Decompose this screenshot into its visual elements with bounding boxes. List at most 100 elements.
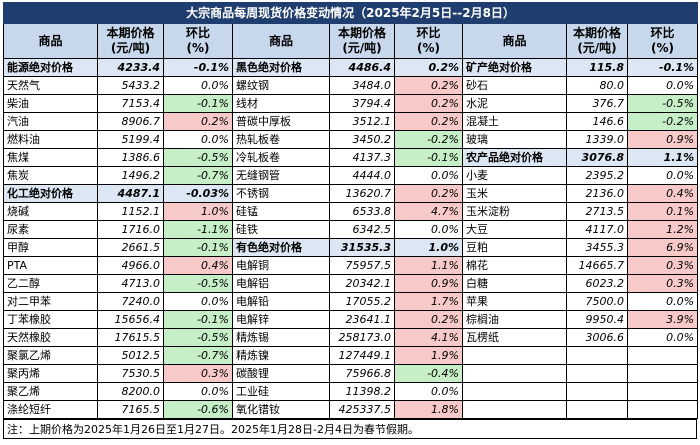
commodity-name: 天然气	[3, 76, 98, 95]
commodity-change: 0.0%	[394, 382, 463, 401]
commodity-name: 线材	[232, 94, 330, 113]
commodity-price: 17055.2	[329, 292, 395, 311]
table-row: 焦炭 1496.2 -0.7% 无缝钢管 4444.0 0.0% 小麦 2395.2 0.0%	[3, 166, 699, 185]
header-change-label: 环比 (%)	[650, 26, 675, 55]
commodity-change: 1.8%	[394, 400, 463, 419]
commodity-change: -0.7%	[163, 346, 233, 365]
commodity-change: -0.1%	[626, 58, 699, 77]
commodity-name: 化工绝对价格	[3, 184, 98, 203]
commodity-change: -0.1%	[163, 58, 233, 77]
commodity-price: 6023.2	[566, 274, 628, 293]
header-price-label: 本期价格 (元/吨)	[337, 26, 386, 55]
commodity-change: 0.2%	[163, 112, 233, 131]
commodity-change: 0.0%	[626, 166, 699, 185]
commodity-price: 1386.6	[97, 148, 164, 167]
commodity-price: 1152.1	[97, 202, 164, 221]
table-row: 能源绝对价格 4233.4 -0.1% 黑色绝对价格 4486.4 0.2% 矿产绝对价格 1…	[3, 58, 699, 77]
commodity-price: 376.7	[566, 94, 628, 113]
commodity-change: -0.2%	[626, 112, 699, 131]
commodity-price: 7500.0	[566, 292, 628, 311]
commodity-change: 6.9%	[626, 238, 699, 257]
commodity-change: -0.1%	[163, 310, 233, 329]
commodity-price: 75966.8	[329, 364, 395, 383]
commodity-name: 有色绝对价格	[232, 238, 330, 257]
commodity-name: 电解铝	[232, 274, 330, 293]
table-title: 大宗商品每周现货价格变动情况（2025年2月5日--2月8日）	[2, 2, 699, 24]
commodity-name: 螺纹钢	[232, 76, 330, 95]
commodity-change: 1.1%	[394, 256, 463, 275]
commodity-price: 4486.4	[329, 58, 395, 77]
commodity-change: 0.0%	[394, 166, 463, 185]
commodity-price: 127449.1	[329, 346, 395, 365]
commodity-name: 焦炭	[3, 166, 98, 185]
commodity-price: 7165.5	[97, 400, 164, 419]
commodity-name: 矿产绝对价格	[462, 58, 567, 77]
commodity-price: 75957.5	[329, 256, 395, 275]
header-price: 本期价格 (元/吨)	[329, 23, 395, 59]
commodity-price: 80.0	[566, 76, 628, 95]
commodity-change: 0.2%	[394, 310, 463, 329]
commodity-price	[566, 364, 628, 383]
table-row: 燃料油 5199.4 0.0% 热轧板卷 3450.2 -0.2% 玻璃 1339.0 0.9%	[3, 130, 699, 149]
table-row: 甲醇 2661.5 -0.1% 有色绝对价格 31535.3 1.0% 豆粕 3455.3 6.…	[3, 238, 699, 257]
commodity-name: 精炼锡	[232, 328, 330, 347]
commodity-change: -0.5%	[163, 274, 233, 293]
commodity-change: 0.0%	[163, 382, 233, 401]
commodity-change: 0.9%	[394, 274, 463, 293]
header-change: 环比 (%)	[394, 23, 463, 59]
commodity-price: 3076.8	[566, 148, 628, 167]
commodity-change: 0.4%	[626, 184, 699, 203]
commodity-price: 4487.1	[97, 184, 164, 203]
commodity-change: 0.0%	[626, 292, 699, 311]
commodity-price: 8906.7	[97, 112, 164, 131]
commodity-name: 电解锌	[232, 310, 330, 329]
commodity-price: 6533.8	[329, 202, 395, 221]
commodity-name: 普碳中厚板	[232, 112, 330, 131]
table-row: 聚氯乙烯 5012.5 -0.7% 精炼镍 127449.1 1.9%	[3, 346, 699, 365]
commodity-change: 0.4%	[163, 256, 233, 275]
commodity-change: 0.2%	[394, 112, 463, 131]
commodity-price: 14665.7	[566, 256, 628, 275]
commodity-name: 黑色绝对价格	[232, 58, 330, 77]
commodity-change: 1.0%	[163, 202, 233, 221]
commodity-price: 2713.5	[566, 202, 628, 221]
note-table: 注：上期价格为2025年1月26日至1月27日。2025年1月28日-2月4日为…	[3, 419, 697, 439]
commodity-name: 硅铁	[232, 220, 330, 239]
table-row: 尿素 1716.0 -1.1% 硅铁 6342.5 0.0% 大豆 4117.0 1.2%	[3, 220, 699, 239]
commodity-change: -0.5%	[163, 328, 233, 347]
commodity-name: 甲醇	[3, 238, 98, 257]
commodity-price: 2395.2	[566, 166, 628, 185]
commodity-name: 涤纶短纤	[3, 400, 98, 419]
commodity-name: 乙二醇	[3, 274, 98, 293]
table-row: 聚丙烯 7530.5 0.3% 碳酸锂 75966.8 -0.4%	[3, 364, 699, 383]
commodity-price: 20342.1	[329, 274, 395, 293]
commodity-change	[626, 382, 699, 401]
commodity-name: 冷轧板卷	[232, 148, 330, 167]
commodity-name: 玉米淀粉	[462, 202, 567, 221]
commodity-change: -0.1%	[394, 148, 463, 167]
commodity-name: 焦煤	[3, 148, 98, 167]
commodity-price: 425337.5	[329, 400, 395, 419]
commodity-change	[626, 400, 699, 419]
commodity-price: 3512.1	[329, 112, 395, 131]
commodity-change: 1.0%	[394, 238, 463, 257]
commodity-name: 农产品绝对价格	[462, 148, 567, 167]
commodity-name: 柴油	[3, 94, 98, 113]
commodity-change: -0.4%	[394, 364, 463, 383]
commodity-change: 0.0%	[163, 76, 233, 95]
commodity-change: 4.1%	[394, 328, 463, 347]
table-row: 化工绝对价格 4487.1 -0.03% 不锈钢 13620.7 0.2% 玉米 2136.0…	[3, 184, 699, 203]
commodity-name: 电解铅	[232, 292, 330, 311]
commodity-change: 4.7%	[394, 202, 463, 221]
commodity-price: 3484.0	[329, 76, 395, 95]
commodity-change: 0.3%	[626, 274, 699, 293]
commodity-name: 无缝钢管	[232, 166, 330, 185]
commodity-price: 258173.0	[329, 328, 395, 347]
commodity-price: 1716.0	[97, 220, 164, 239]
commodity-price: 7530.5	[97, 364, 164, 383]
commodity-price: 4713.0	[97, 274, 164, 293]
header-row: 商品 本期价格 (元/吨) 环比 (%) 商品 本期价格 (元/吨) 环比 (%…	[3, 23, 699, 59]
table-row: PTA 4966.0 0.4% 电解铜 75957.5 1.1% 棉花 14665.7 0.3%	[3, 256, 699, 275]
commodity-name: 工业硅	[232, 382, 330, 401]
commodity-change: 1.7%	[394, 292, 463, 311]
